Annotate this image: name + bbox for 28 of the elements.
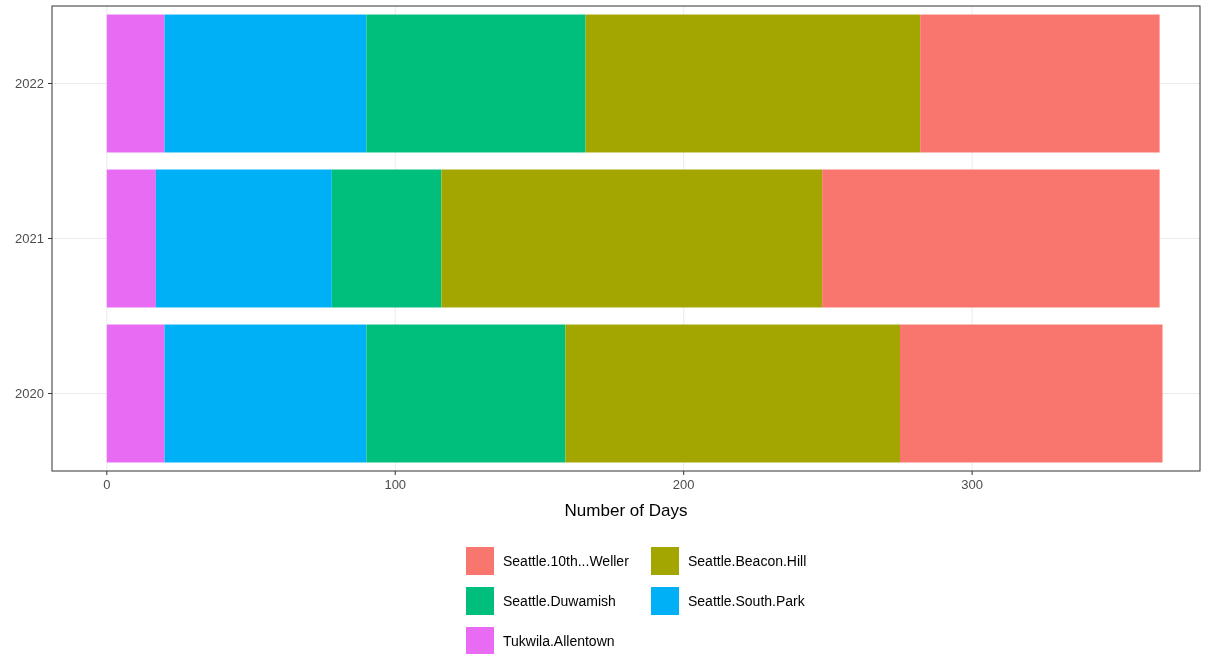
bar: [106, 14, 165, 153]
bar: [106, 324, 165, 463]
bar: [585, 14, 921, 153]
legend-label: Tukwila.Allentown: [503, 632, 615, 649]
legend-label: Seattle.10th...Weller: [503, 552, 630, 569]
bar: [164, 324, 367, 463]
legend-label: Seattle.South.Park: [688, 592, 806, 609]
x-tick-label: 0: [103, 477, 111, 492]
bar: [164, 14, 367, 153]
bar: [822, 169, 1160, 308]
bar: [106, 169, 156, 308]
y-tick-label: 2021: [15, 231, 44, 247]
legend-label: Seattle.Beacon.Hill: [688, 552, 807, 569]
bar: [331, 169, 442, 308]
bar: [441, 169, 823, 308]
bar: [920, 14, 1160, 153]
x-tick-label: 300: [961, 477, 983, 492]
x-tick-label: 200: [672, 477, 695, 492]
bar: [366, 324, 566, 463]
y-tick-label: 2020: [15, 386, 44, 402]
bar: [900, 324, 1163, 463]
bar: [155, 169, 332, 308]
x-tick-label: 100: [384, 477, 407, 492]
legend-label: Seattle.Duwamish: [503, 592, 616, 609]
bar: [366, 14, 586, 153]
bar: [565, 324, 901, 463]
y-tick-label: 2022: [15, 76, 44, 92]
x-axis-title: Number of Days: [564, 501, 688, 520]
